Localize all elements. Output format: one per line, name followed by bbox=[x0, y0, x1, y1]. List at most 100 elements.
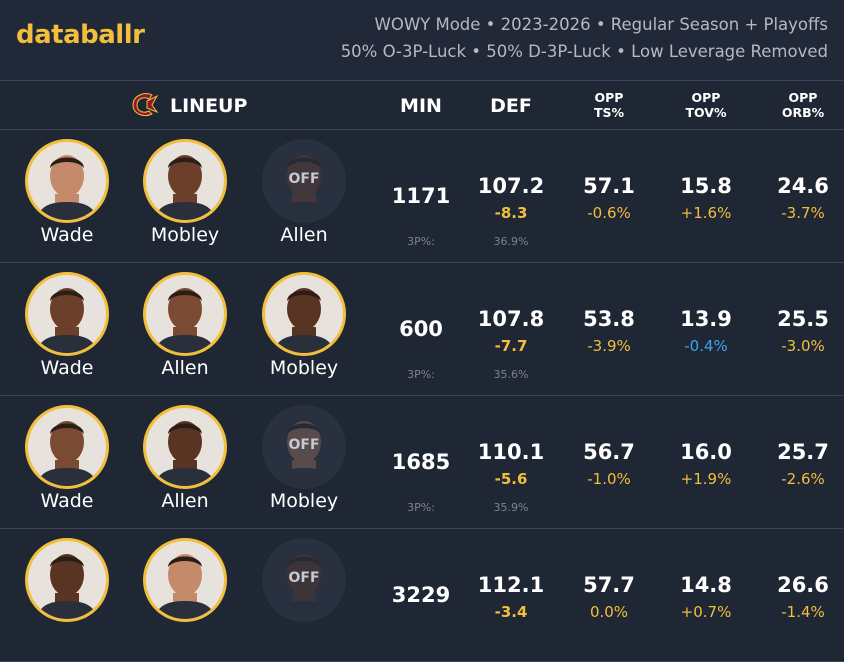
player-name: Wade bbox=[40, 490, 94, 512]
player-avatar bbox=[25, 405, 109, 489]
opp-ts-delta: 0.0% bbox=[589, 603, 629, 621]
lineup-player-2[interactable]: Allen bbox=[135, 396, 235, 512]
lineup-player-1[interactable]: Wade bbox=[17, 396, 117, 512]
lineup-player-2[interactable]: Allen bbox=[135, 263, 235, 379]
lineup-player-1[interactable]: Wade bbox=[17, 263, 117, 379]
opp-tov-delta: +0.7% bbox=[680, 603, 732, 621]
player-name: Allen bbox=[161, 357, 209, 379]
player-name: Mobley bbox=[150, 224, 220, 246]
opp-ts-delta: -1.0% bbox=[587, 470, 631, 488]
opp-tov-delta: +1.6% bbox=[680, 204, 732, 222]
off-label: OFF bbox=[288, 171, 320, 187]
three-pt-label: 3P%: bbox=[407, 235, 435, 248]
lineup-player-2[interactable]: Mobley bbox=[135, 130, 235, 246]
lineup-player-3[interactable]: OFF bbox=[254, 529, 354, 623]
opp-orb-value: 25.5 bbox=[777, 307, 829, 331]
def-rating-value: 107.8 bbox=[477, 307, 545, 331]
minutes-value: 600 bbox=[399, 317, 443, 341]
player-headshot-icon bbox=[154, 288, 216, 353]
lineup-player-1[interactable]: Wade bbox=[17, 130, 117, 246]
player-headshot-icon bbox=[36, 288, 98, 353]
opp-tov-header-line2: TOV% bbox=[685, 105, 727, 120]
player-avatar: OFF bbox=[262, 538, 346, 622]
lineup-player-1[interactable] bbox=[17, 529, 117, 623]
opp-orb-value: 26.6 bbox=[777, 573, 829, 597]
three-pt-value: 36.9% bbox=[493, 235, 529, 248]
three-pt-value: 35.6% bbox=[493, 368, 529, 381]
opp-ts-value: 56.7 bbox=[583, 440, 635, 464]
three-pt-label: 3P%: bbox=[407, 368, 435, 381]
opp-ts-value: 57.1 bbox=[583, 174, 635, 198]
player-name: Wade bbox=[40, 224, 94, 246]
filter-summary-line-2: 50% O-3P-Luck • 50% D-3P-Luck • Low Leve… bbox=[340, 42, 828, 61]
filter-summary-line-1: WOWY Mode • 2023-2026 • Regular Season +… bbox=[374, 15, 828, 34]
lineup-row-3[interactable]: Wade Allen OFF Mobley 1685 3P%: 110.1 -5… bbox=[0, 396, 844, 529]
opp-ts-delta: -0.6% bbox=[587, 204, 631, 222]
opp-orb-header-line1: OPP bbox=[788, 90, 818, 105]
min-column-header[interactable]: MIN bbox=[400, 95, 442, 117]
player-name: Allen bbox=[280, 224, 328, 246]
lineup-column-header[interactable]: LINEUP bbox=[170, 95, 248, 117]
player-headshot-icon bbox=[273, 155, 335, 220]
cavaliers-logo-icon bbox=[132, 93, 159, 117]
player-avatar bbox=[25, 538, 109, 622]
opp-orb-delta: -3.0% bbox=[781, 337, 825, 355]
def-rating-delta: -3.4 bbox=[494, 603, 528, 621]
lineup-player-3[interactable]: OFF Allen bbox=[254, 130, 354, 246]
opp-ts-header-line1: OPP bbox=[594, 90, 624, 105]
player-avatar: OFF bbox=[262, 405, 346, 489]
def-rating-delta: -7.7 bbox=[494, 337, 528, 355]
def-rating-value: 112.1 bbox=[477, 573, 545, 597]
player-name: Mobley bbox=[269, 490, 339, 512]
lineup-row-4[interactable]: OFF 3229 112.1 -3.4 57.7 0.0% 14.8 +0.7%… bbox=[0, 529, 844, 662]
lineup-player-3[interactable]: Mobley bbox=[254, 263, 354, 379]
opp-tov-header-line1: OPP bbox=[691, 90, 721, 105]
opp-ts-column-header[interactable]: OPP TS% bbox=[568, 90, 650, 120]
player-avatar bbox=[143, 405, 227, 489]
opp-tov-value: 13.9 bbox=[680, 307, 732, 331]
opp-tov-column-header[interactable]: OPP TOV% bbox=[665, 90, 747, 120]
player-headshot-icon bbox=[154, 155, 216, 220]
lineup-row-1[interactable]: Wade Mobley OFF Allen 1171 3P%: 107.2 -8… bbox=[0, 130, 844, 263]
player-avatar bbox=[262, 272, 346, 356]
minutes-value: 1685 bbox=[391, 450, 451, 474]
player-name: Wade bbox=[40, 357, 94, 379]
def-rating-value: 107.2 bbox=[477, 174, 545, 198]
three-pt-label: 3P%: bbox=[407, 501, 435, 514]
player-avatar bbox=[143, 272, 227, 356]
player-headshot-icon bbox=[36, 554, 98, 619]
off-label: OFF bbox=[288, 437, 320, 453]
player-avatar: OFF bbox=[262, 139, 346, 223]
top-bar: databallr WOWY Mode • 2023-2026 • Regula… bbox=[0, 0, 844, 81]
player-name: Allen bbox=[161, 490, 209, 512]
off-label: OFF bbox=[288, 570, 320, 586]
player-avatar bbox=[143, 538, 227, 622]
opp-ts-value: 53.8 bbox=[583, 307, 635, 331]
player-name: Mobley bbox=[269, 357, 339, 379]
player-headshot-icon bbox=[36, 155, 98, 220]
opp-orb-delta: -3.7% bbox=[781, 204, 825, 222]
def-rating-delta: -5.6 bbox=[494, 470, 528, 488]
table-header: LINEUP MIN DEF OPP TS% OPP TOV% OPP ORB% bbox=[0, 81, 844, 130]
three-pt-value: 35.9% bbox=[493, 501, 529, 514]
opp-ts-value: 57.7 bbox=[583, 573, 635, 597]
opp-orb-value: 25.7 bbox=[777, 440, 829, 464]
opp-ts-header-line2: TS% bbox=[593, 105, 625, 120]
opp-tov-delta: -0.4% bbox=[684, 337, 728, 355]
def-rating-delta: -8.3 bbox=[494, 204, 528, 222]
def-column-header[interactable]: DEF bbox=[490, 95, 532, 117]
lineup-player-3[interactable]: OFF Mobley bbox=[254, 396, 354, 512]
opp-tov-delta: +1.9% bbox=[680, 470, 732, 488]
player-avatar bbox=[25, 139, 109, 223]
player-avatar bbox=[143, 139, 227, 223]
opp-tov-value: 15.8 bbox=[680, 174, 732, 198]
lineup-row-2[interactable]: Wade Allen Mobley 600 3P%: 107.8 -7.7 35… bbox=[0, 263, 844, 396]
lineup-player-2[interactable] bbox=[135, 529, 235, 623]
player-avatar bbox=[25, 272, 109, 356]
opp-tov-value: 14.8 bbox=[680, 573, 732, 597]
minutes-value: 3229 bbox=[391, 583, 451, 607]
opp-orb-column-header[interactable]: OPP ORB% bbox=[762, 90, 844, 120]
opp-orb-delta: -1.4% bbox=[781, 603, 825, 621]
databallr-logo[interactable]: databallr bbox=[16, 20, 145, 50]
opp-orb-value: 24.6 bbox=[777, 174, 829, 198]
